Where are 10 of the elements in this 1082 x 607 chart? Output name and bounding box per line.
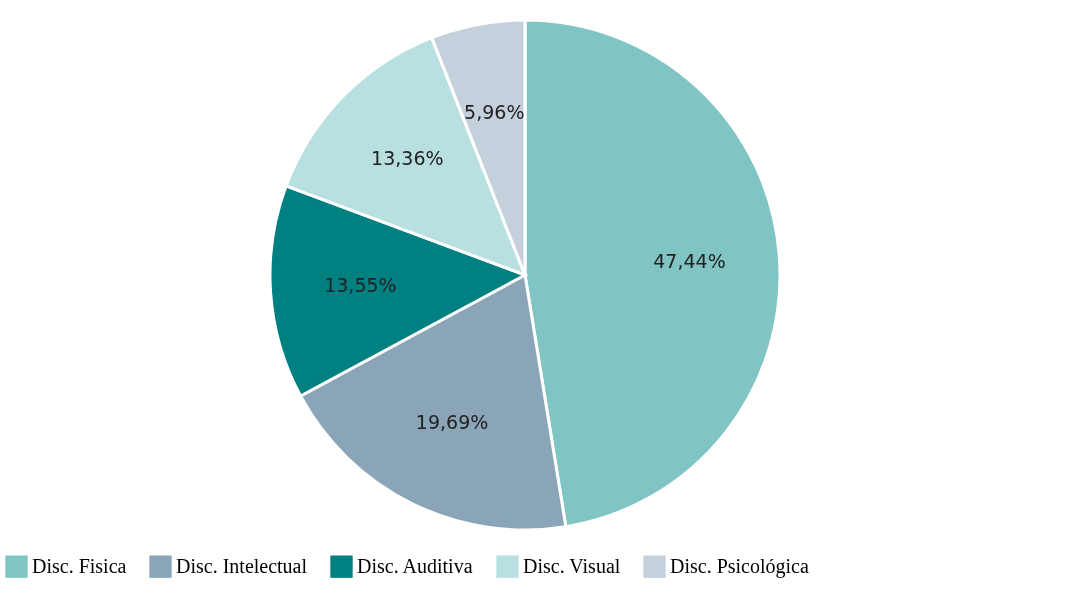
data-label: 47,44% (653, 249, 726, 272)
data-label: 5,96% (464, 100, 525, 123)
data-label: 13,55% (324, 274, 397, 297)
legend-label: Disc. Fisica (32, 554, 127, 577)
legend-label: Disc. Psicológica (670, 554, 809, 578)
legend-label: Disc. Auditiva (357, 554, 473, 577)
legend-label: Disc. Visual (523, 554, 621, 577)
data-label: 19,69% (415, 411, 489, 434)
data-label: 13,36% (371, 147, 444, 170)
legend-label: Disc. Intelectual (176, 554, 308, 577)
